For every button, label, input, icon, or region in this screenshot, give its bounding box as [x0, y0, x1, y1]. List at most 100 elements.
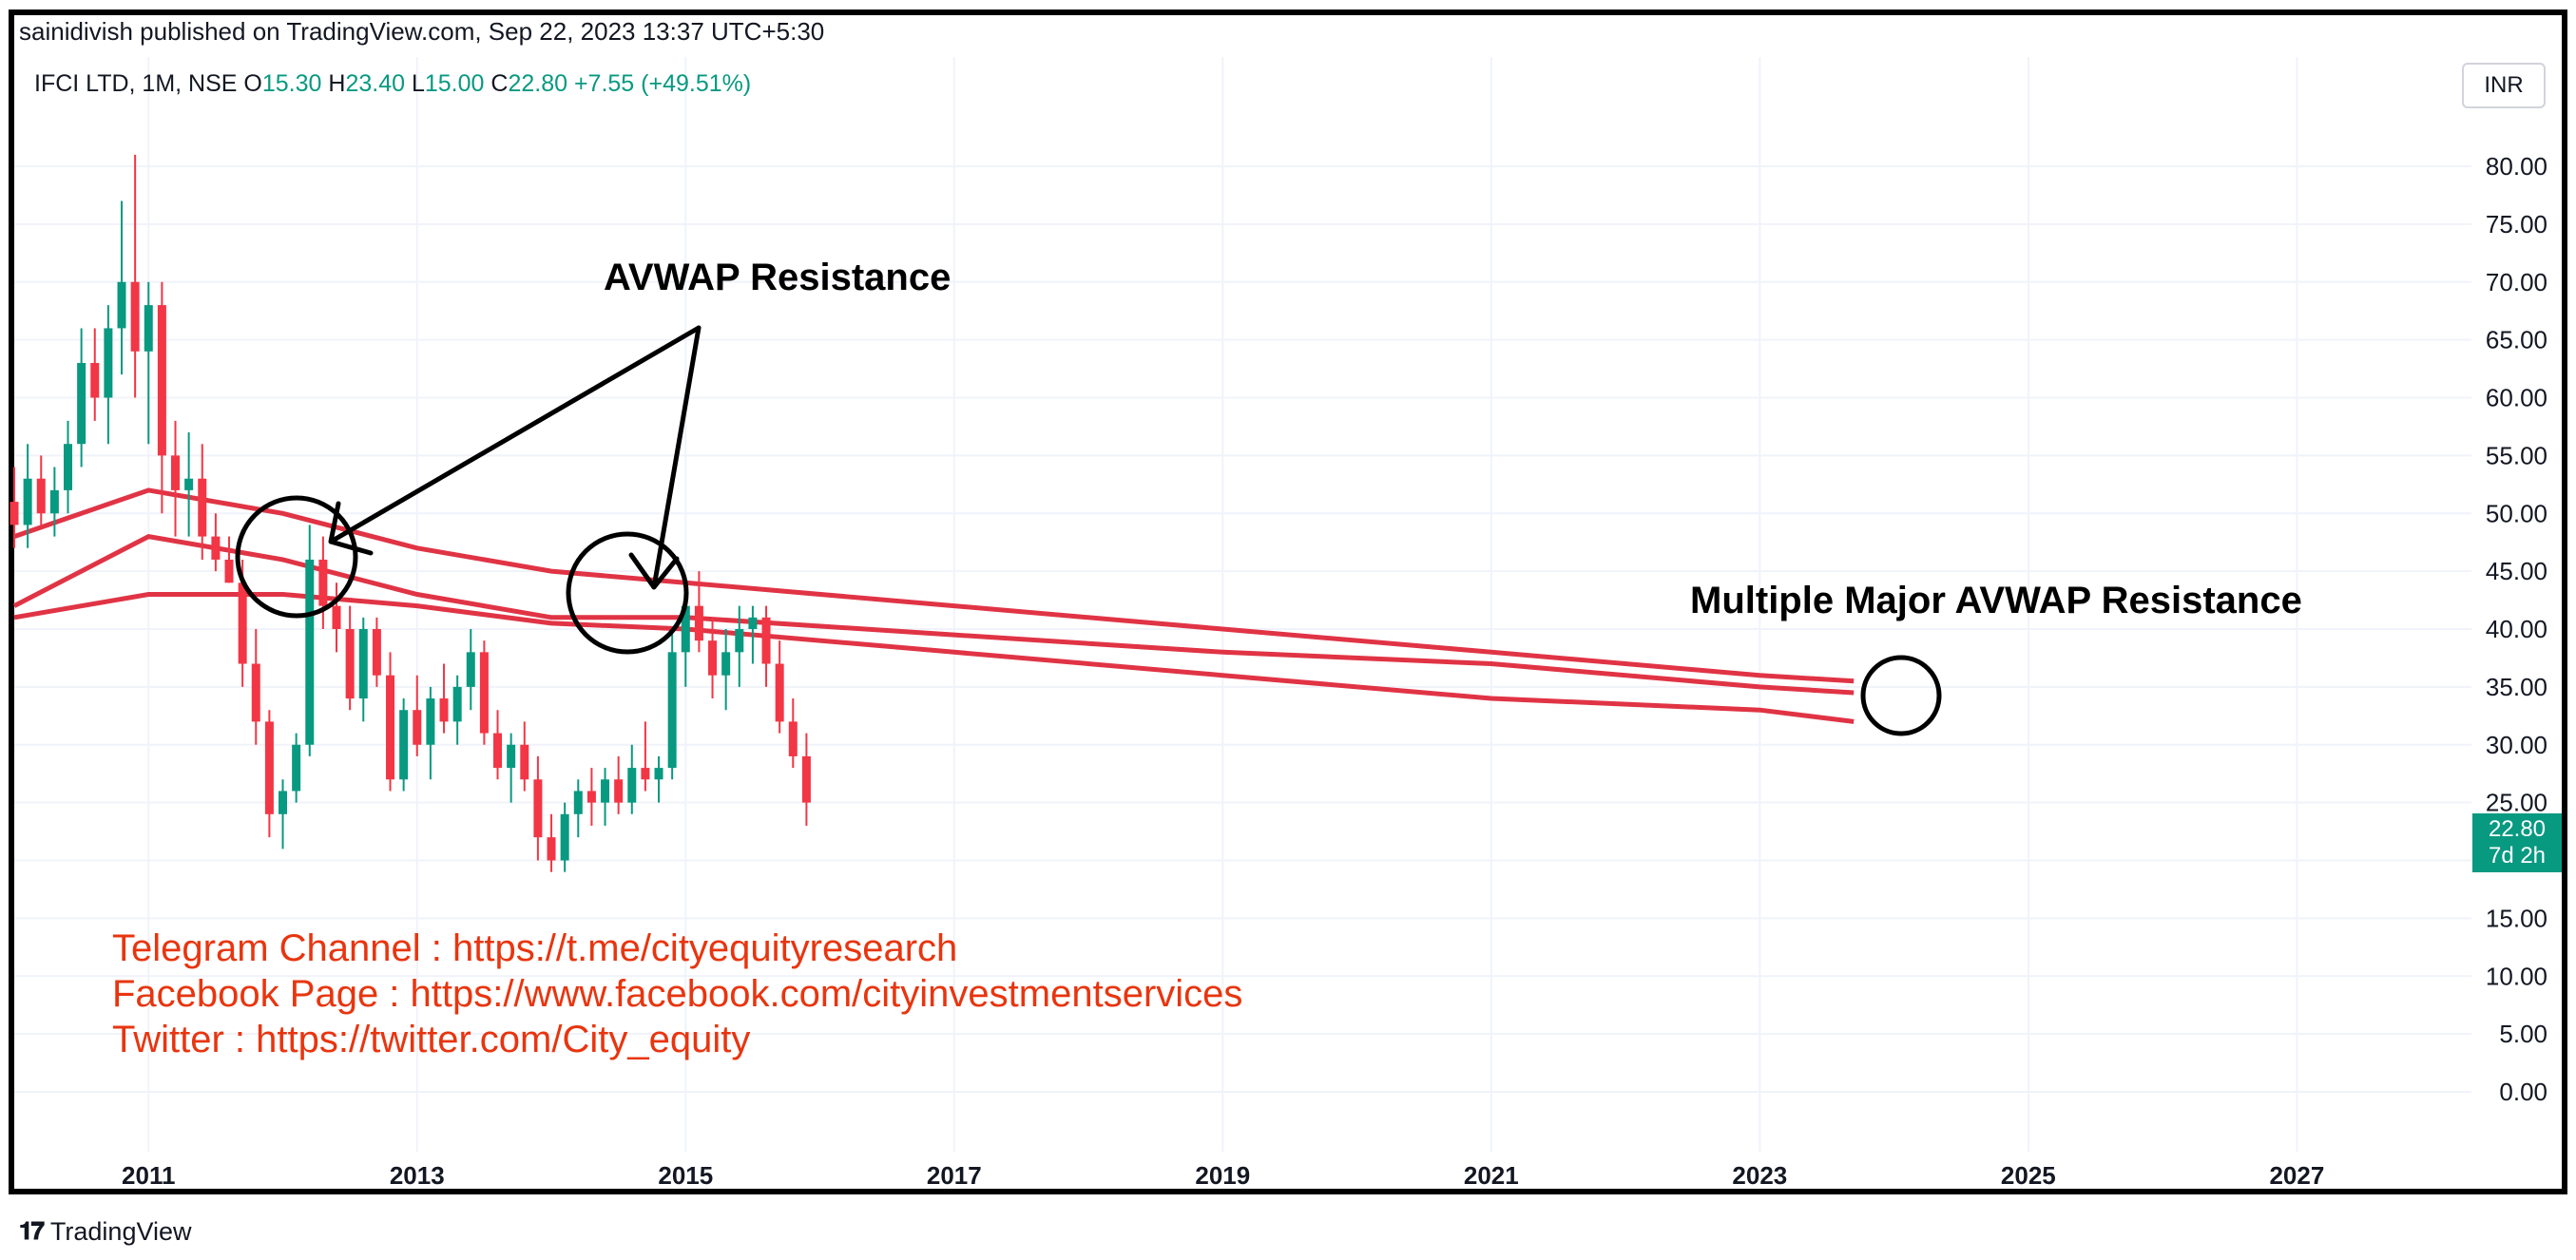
- candle: [224, 536, 234, 583]
- candle: [573, 779, 583, 838]
- candle-body: [627, 768, 637, 803]
- highlight-circle: [566, 531, 689, 655]
- social-links: Telegram Channel : https://t.me/cityequi…: [112, 926, 1242, 1062]
- candle-body: [533, 779, 543, 838]
- last-price: 22.80: [2488, 816, 2547, 842]
- candle-body: [560, 813, 569, 861]
- chart-frame: [9, 10, 2567, 1194]
- candle-body: [157, 305, 166, 456]
- candle: [345, 605, 355, 711]
- candle-body: [23, 478, 32, 525]
- candle: [426, 686, 435, 780]
- candle-body: [399, 710, 409, 780]
- arrow-to-2012: [328, 325, 702, 556]
- y-tick-label: 10.00: [2486, 962, 2547, 990]
- candle-body: [372, 629, 381, 676]
- candle-body: [573, 791, 583, 814]
- candle-body: [251, 663, 260, 722]
- y-tick-label: 75.00: [2486, 210, 2547, 239]
- candle: [64, 420, 73, 514]
- candle: [520, 721, 529, 792]
- candle: [305, 525, 315, 756]
- x-tick-label: 2017: [927, 1161, 982, 1190]
- highlight-circle: [235, 495, 358, 619]
- candle: [466, 629, 475, 711]
- candle-body: [264, 721, 274, 814]
- candle-body: [386, 675, 395, 780]
- candle-body: [184, 478, 194, 490]
- high-label: H: [328, 70, 346, 97]
- facebook-link: Facebook Page : https://www.facebook.com…: [112, 973, 1243, 1015]
- candle-body: [641, 768, 650, 780]
- candle-body: [413, 710, 422, 745]
- open-label: O: [243, 70, 262, 97]
- candle: [654, 755, 663, 803]
- brand-name: TradingView: [49, 1216, 192, 1246]
- candle-body: [735, 629, 744, 653]
- candle: [77, 328, 87, 468]
- annotation-multiple-resistance: Multiple Major AVWAP Resistance: [1690, 580, 2302, 621]
- close-label: C: [490, 70, 509, 97]
- candle: [533, 755, 543, 861]
- y-tick-label: 5.00: [2499, 1020, 2547, 1048]
- candle-body: [761, 617, 771, 664]
- candle: [627, 744, 637, 814]
- candle-body: [77, 362, 87, 445]
- candle-body: [801, 755, 811, 803]
- candle-body: [547, 837, 556, 861]
- candle-body: [358, 629, 368, 699]
- candle: [641, 721, 650, 792]
- high-value: 23.40: [345, 70, 405, 97]
- candle-body: [64, 444, 73, 490]
- candle-body: [10, 502, 19, 525]
- y-tick-label: 40.00: [2486, 615, 2547, 643]
- candle: [708, 617, 718, 699]
- footer-brand: 𝟏𝟕 TradingView: [19, 1216, 192, 1247]
- candle: [318, 536, 328, 629]
- candle-body: [49, 489, 59, 514]
- candle-body: [238, 582, 247, 664]
- symbol-label: IFCI LTD, 1M, NSE: [34, 70, 238, 97]
- candle: [439, 663, 449, 734]
- candle-body: [279, 791, 288, 814]
- candle-body: [144, 305, 153, 352]
- candle-body: [614, 779, 624, 803]
- candle: [36, 455, 46, 525]
- candle-body: [452, 686, 462, 722]
- currency-button[interactable]: INR: [2462, 63, 2546, 108]
- candle: [547, 813, 556, 872]
- candle: [614, 755, 624, 814]
- candle-body: [345, 629, 355, 699]
- candle-body: [90, 362, 100, 398]
- candle-body: [466, 652, 475, 687]
- candle-body: [332, 605, 341, 629]
- bar-countdown: 7d 2h: [2488, 843, 2547, 869]
- open-value: 15.30: [261, 70, 322, 97]
- x-tick-label: 2019: [1195, 1161, 1250, 1190]
- candle: [117, 200, 126, 375]
- candle: [413, 675, 422, 756]
- candle: [493, 710, 503, 780]
- candle-body: [104, 328, 113, 398]
- candle: [721, 629, 731, 711]
- tradingview-logo-icon: 𝟏𝟕: [19, 1216, 45, 1245]
- candle: [10, 467, 19, 548]
- candle: [452, 675, 462, 745]
- y-tick-label: 0.00: [2499, 1078, 2547, 1106]
- candle-body: [493, 733, 503, 769]
- candle: [264, 710, 274, 838]
- candle: [507, 733, 516, 803]
- candle: [358, 617, 368, 722]
- last-price-tag: 22.80 7d 2h: [2472, 813, 2562, 872]
- candle-body: [601, 779, 610, 803]
- y-tick-label: 15.00: [2486, 904, 2547, 932]
- candle-body: [292, 744, 301, 792]
- candle-body: [426, 698, 435, 745]
- candle: [144, 281, 153, 445]
- candle-body: [775, 663, 784, 722]
- x-tick-label: 2021: [1464, 1161, 1519, 1190]
- candle-body: [507, 744, 516, 769]
- candle: [332, 582, 341, 653]
- candle-body: [224, 559, 234, 583]
